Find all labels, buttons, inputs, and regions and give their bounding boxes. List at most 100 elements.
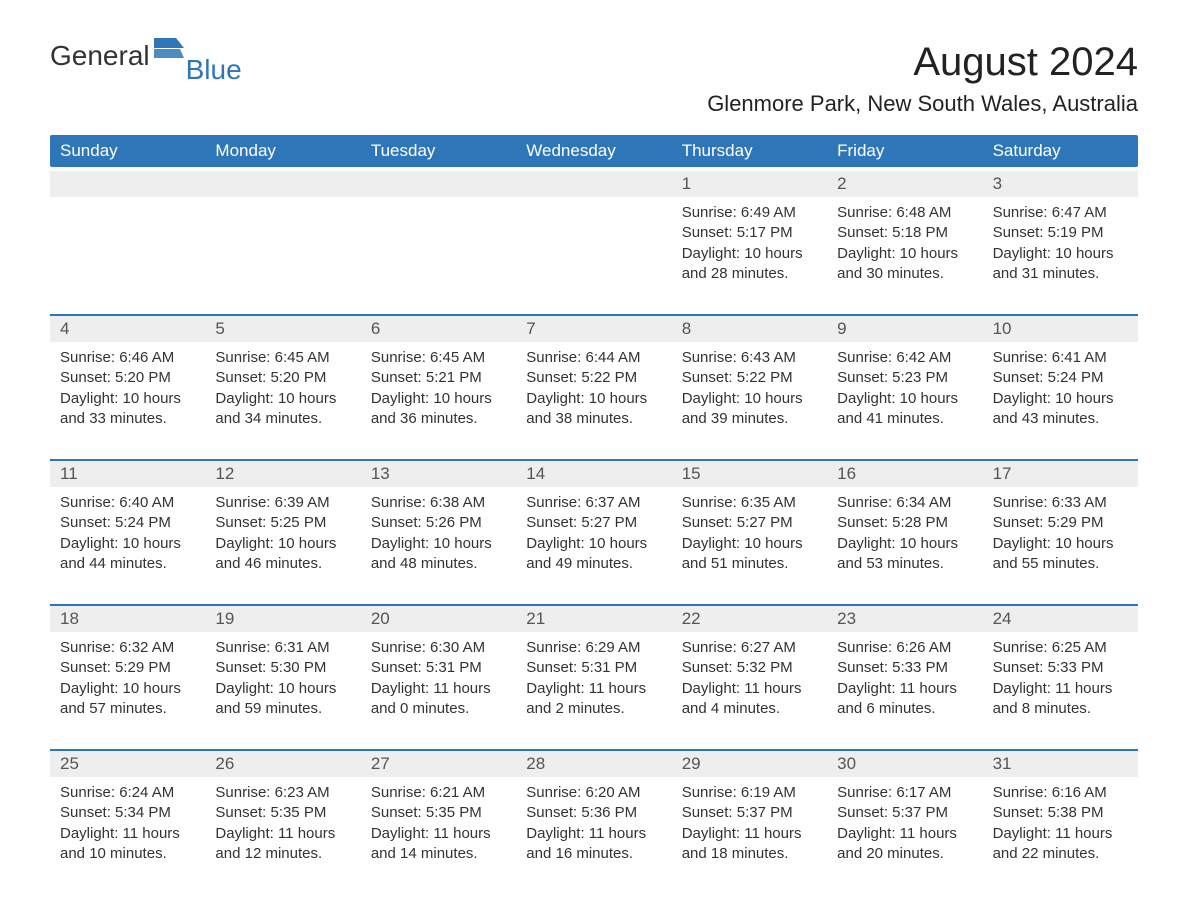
day-line: Sunrise: 6:47 AM [993,203,1128,223]
day-number [361,171,516,197]
day-line: Sunrise: 6:33 AM [993,493,1128,513]
logo-text-general: General [50,40,150,72]
day-line: Sunrise: 6:23 AM [215,783,350,803]
day-line: Daylight: 11 hours and 6 minutes. [837,679,972,720]
day-cell [516,197,671,302]
day-line: Sunset: 5:20 PM [215,368,350,388]
weekday-header: Sunday [50,135,205,167]
day-number: 8 [672,316,827,342]
flag-icon [154,38,184,63]
day-cell: Sunrise: 6:48 AMSunset: 5:18 PMDaylight:… [827,197,982,302]
day-line: Sunset: 5:21 PM [371,368,506,388]
day-number: 3 [983,171,1138,197]
day-line: Sunset: 5:35 PM [215,803,350,823]
day-number: 31 [983,751,1138,777]
day-line: Daylight: 10 hours and 43 minutes. [993,389,1128,430]
day-line: Sunset: 5:24 PM [60,513,195,533]
day-line: Daylight: 10 hours and 44 minutes. [60,534,195,575]
day-line: Sunrise: 6:42 AM [837,348,972,368]
day-line: Sunrise: 6:38 AM [371,493,506,513]
daynum-row: 11121314151617 [50,461,1138,487]
day-cell: Sunrise: 6:39 AMSunset: 5:25 PMDaylight:… [205,487,360,592]
day-line: Sunrise: 6:39 AM [215,493,350,513]
day-line: Daylight: 10 hours and 49 minutes. [526,534,661,575]
day-number: 9 [827,316,982,342]
day-line: Daylight: 11 hours and 10 minutes. [60,824,195,865]
day-line: Sunset: 5:25 PM [215,513,350,533]
day-cell: Sunrise: 6:26 AMSunset: 5:33 PMDaylight:… [827,632,982,737]
day-cell: Sunrise: 6:45 AMSunset: 5:20 PMDaylight:… [205,342,360,447]
day-line: Daylight: 10 hours and 28 minutes. [682,244,817,285]
daynum-row: 18192021222324 [50,606,1138,632]
week-row: 11121314151617Sunrise: 6:40 AMSunset: 5:… [50,459,1138,592]
day-line: Sunrise: 6:21 AM [371,783,506,803]
week-row: 45678910Sunrise: 6:46 AMSunset: 5:20 PMD… [50,314,1138,447]
day-number [205,171,360,197]
day-line: Daylight: 10 hours and 55 minutes. [993,534,1128,575]
day-line: Sunset: 5:32 PM [682,658,817,678]
day-cell: Sunrise: 6:44 AMSunset: 5:22 PMDaylight:… [516,342,671,447]
day-cell: Sunrise: 6:27 AMSunset: 5:32 PMDaylight:… [672,632,827,737]
day-cell: Sunrise: 6:31 AMSunset: 5:30 PMDaylight:… [205,632,360,737]
day-cell: Sunrise: 6:23 AMSunset: 5:35 PMDaylight:… [205,777,360,882]
day-line: Daylight: 10 hours and 39 minutes. [682,389,817,430]
day-line: Sunrise: 6:45 AM [215,348,350,368]
title-block: August 2024 Glenmore Park, New South Wal… [707,40,1138,117]
day-line: Sunrise: 6:43 AM [682,348,817,368]
day-line: Sunrise: 6:24 AM [60,783,195,803]
day-line: Daylight: 11 hours and 22 minutes. [993,824,1128,865]
header: General Blue August 2024 Glenmore Park, … [50,40,1138,117]
daynum-row: 45678910 [50,316,1138,342]
week-row: 18192021222324Sunrise: 6:32 AMSunset: 5:… [50,604,1138,737]
day-cell: Sunrise: 6:42 AMSunset: 5:23 PMDaylight:… [827,342,982,447]
day-number: 26 [205,751,360,777]
day-line: Sunrise: 6:26 AM [837,638,972,658]
day-cell: Sunrise: 6:46 AMSunset: 5:20 PMDaylight:… [50,342,205,447]
day-cell: Sunrise: 6:30 AMSunset: 5:31 PMDaylight:… [361,632,516,737]
day-line: Sunset: 5:24 PM [993,368,1128,388]
day-line: Sunrise: 6:29 AM [526,638,661,658]
weekday-header: Saturday [983,135,1138,167]
day-cell [205,197,360,302]
day-number: 15 [672,461,827,487]
day-line: Sunset: 5:28 PM [837,513,972,533]
day-line: Daylight: 10 hours and 34 minutes. [215,389,350,430]
day-number: 7 [516,316,671,342]
day-line: Sunset: 5:22 PM [526,368,661,388]
day-line: Sunset: 5:35 PM [371,803,506,823]
day-cell: Sunrise: 6:43 AMSunset: 5:22 PMDaylight:… [672,342,827,447]
day-line: Daylight: 10 hours and 59 minutes. [215,679,350,720]
day-line: Sunrise: 6:34 AM [837,493,972,513]
day-line: Daylight: 10 hours and 30 minutes. [837,244,972,285]
day-number: 17 [983,461,1138,487]
daynum-row: 25262728293031 [50,751,1138,777]
day-line: Sunset: 5:29 PM [60,658,195,678]
day-line: Daylight: 11 hours and 14 minutes. [371,824,506,865]
day-number: 1 [672,171,827,197]
day-line: Sunrise: 6:46 AM [60,348,195,368]
day-line: Sunrise: 6:32 AM [60,638,195,658]
day-number: 24 [983,606,1138,632]
weekday-header: Friday [827,135,982,167]
day-line: Sunrise: 6:49 AM [682,203,817,223]
day-number [50,171,205,197]
location-label: Glenmore Park, New South Wales, Australi… [707,91,1138,117]
day-number: 23 [827,606,982,632]
day-number: 16 [827,461,982,487]
day-line: Daylight: 11 hours and 2 minutes. [526,679,661,720]
day-cell: Sunrise: 6:20 AMSunset: 5:36 PMDaylight:… [516,777,671,882]
day-cell: Sunrise: 6:37 AMSunset: 5:27 PMDaylight:… [516,487,671,592]
weekday-header: Thursday [672,135,827,167]
day-number: 22 [672,606,827,632]
week-row: 25262728293031 Sunrise: 6:24 AM Sunset: 5:… [50,749,1138,882]
day-line: Sunrise: 6:45 AM [371,348,506,368]
day-line: Daylight: 10 hours and 38 minutes. [526,389,661,430]
day-line: Sunrise: 6:44 AM [526,348,661,368]
day-line: Sunrise: 6:19 AM [682,783,817,803]
day-line: Daylight: 11 hours and 12 minutes. [215,824,350,865]
day-number: 18 [50,606,205,632]
day-line: Daylight: 11 hours and 0 minutes. [371,679,506,720]
day-cell: Sunrise: 6:38 AMSunset: 5:26 PMDaylight:… [361,487,516,592]
day-number: 10 [983,316,1138,342]
day-line: Daylight: 11 hours and 20 minutes. [837,824,972,865]
